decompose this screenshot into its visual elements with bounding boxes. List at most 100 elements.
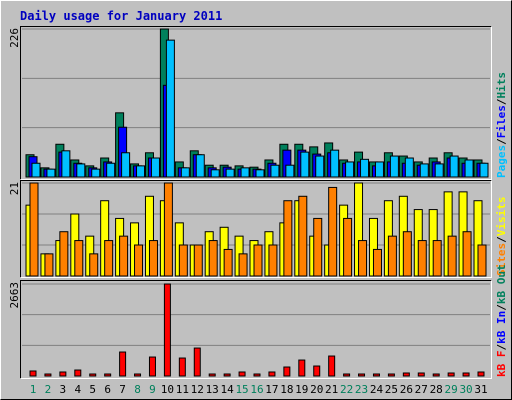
bar	[328, 355, 336, 377]
x-tick-label: 16	[250, 383, 263, 396]
x-tick-label: 8	[134, 383, 141, 396]
x-tick-label: 6	[104, 383, 111, 396]
bar	[255, 169, 265, 178]
bar	[479, 162, 489, 178]
x-tick-label: 24	[370, 383, 384, 396]
bar	[119, 235, 129, 277]
bar	[358, 373, 366, 377]
bar	[178, 357, 186, 377]
panel-bevel-dark	[20, 280, 492, 379]
bar	[134, 244, 144, 277]
legend-separator: /	[495, 304, 508, 311]
bar	[372, 373, 380, 377]
bar	[121, 152, 131, 178]
bar	[253, 244, 263, 277]
bar	[240, 167, 250, 178]
y-max-label: 226	[8, 28, 21, 48]
panel-bevel-light	[20, 26, 492, 180]
bar	[315, 155, 325, 178]
legend-entry: kB F	[495, 351, 508, 378]
legend: kB F/kB In/kB Out	[495, 264, 508, 377]
bar	[148, 240, 158, 277]
bar	[61, 150, 71, 178]
x-tick-label: 5	[89, 383, 96, 396]
x-tick-label: 4	[74, 383, 81, 396]
bar	[417, 372, 425, 377]
bar	[402, 372, 410, 377]
bar	[163, 283, 171, 377]
x-tick-label: 14	[221, 383, 235, 396]
legend-entry: kB Out	[495, 264, 508, 304]
bar	[74, 369, 82, 377]
bar	[343, 217, 353, 277]
bar	[270, 164, 280, 178]
bar	[46, 168, 56, 178]
bar	[104, 373, 112, 377]
legend-entry: Visits	[495, 197, 508, 237]
bar	[59, 231, 69, 277]
bar	[136, 165, 146, 178]
bar	[76, 163, 86, 178]
bar	[419, 163, 429, 178]
legend-separator: /	[495, 236, 508, 243]
x-tick-label: 7	[119, 383, 126, 396]
bar	[180, 167, 190, 178]
bar	[387, 235, 397, 277]
x-tick-label: 2	[45, 383, 52, 396]
bar	[223, 248, 233, 277]
bar	[432, 240, 442, 277]
panel-bevel-light	[20, 280, 492, 379]
bar	[44, 253, 54, 277]
bar	[358, 240, 368, 277]
bar	[253, 373, 261, 377]
x-tick-label: 17	[265, 383, 278, 396]
bar	[119, 351, 127, 377]
bar	[210, 169, 220, 178]
bar	[89, 253, 99, 277]
bar	[328, 186, 338, 277]
bar	[417, 240, 427, 277]
bar	[343, 373, 351, 377]
panel	[20, 280, 492, 379]
bar	[434, 163, 444, 178]
x-tick-label: 19	[295, 383, 308, 396]
y-max-label: 2663	[8, 282, 21, 309]
bar	[225, 168, 235, 178]
bar	[462, 231, 472, 277]
bar	[402, 231, 412, 277]
x-tick-label: 25	[385, 383, 398, 396]
bar	[74, 240, 84, 277]
x-tick-label: 11	[176, 383, 189, 396]
bar	[447, 235, 457, 277]
bar	[374, 161, 384, 178]
x-tick-label: 1	[30, 383, 37, 396]
bar	[477, 244, 487, 277]
bar	[223, 373, 231, 377]
legend-entry: Pages	[495, 145, 508, 178]
bar	[193, 244, 203, 277]
panel-bevel-dark	[20, 180, 492, 278]
bar	[150, 157, 160, 178]
x-tick-label: 26	[400, 383, 413, 396]
bar	[208, 373, 216, 377]
bar	[268, 371, 276, 377]
x-tick-label: 31	[474, 383, 487, 396]
legend-entry: Files	[495, 105, 508, 138]
bar	[268, 244, 278, 277]
x-tick-label: 30	[459, 383, 472, 396]
bar	[163, 182, 173, 277]
panel	[20, 26, 492, 180]
x-tick-label: 22	[340, 383, 353, 396]
legend-entry: Sites	[495, 243, 508, 276]
bar	[449, 155, 459, 178]
bar	[104, 240, 114, 277]
x-tick-label: 15	[235, 383, 248, 396]
bar	[29, 182, 39, 277]
legend-separator: /	[495, 138, 508, 145]
legend-entry: kB In	[495, 311, 508, 344]
bar	[462, 372, 470, 377]
x-tick-label: 29	[445, 383, 458, 396]
bar	[238, 371, 246, 377]
chart-title: Daily usage for January 2011	[20, 9, 222, 23]
